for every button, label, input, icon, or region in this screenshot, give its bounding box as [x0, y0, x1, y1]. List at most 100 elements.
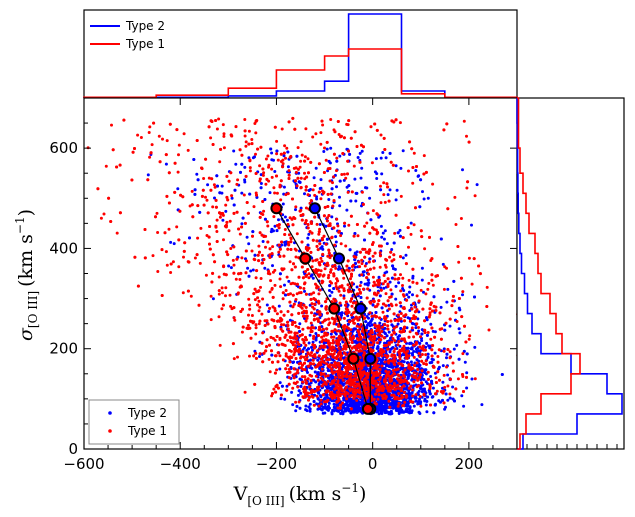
scatter-point-type1	[247, 313, 250, 317]
scatter-point-type2	[298, 377, 302, 381]
scatter-point-type2	[381, 406, 385, 410]
scatter-point-type1	[285, 275, 289, 279]
scatter-point-type2	[365, 315, 369, 318]
scatter-point-type2	[297, 389, 301, 393]
scatter-point-type2	[425, 333, 429, 337]
top-histogram: Type 2 Type 1	[83, 9, 518, 99]
scatter-point-type2	[164, 162, 168, 166]
scatter-point-type2	[188, 236, 191, 240]
scatter-point-type2	[413, 361, 417, 365]
scatter-point-type2	[423, 371, 427, 374]
scatter-point-type2	[289, 366, 293, 369]
scatter-point-type1	[224, 286, 228, 290]
scatter-point-type2	[422, 387, 426, 391]
scatter-point-type2	[277, 218, 280, 222]
scatter-point-type2	[306, 236, 310, 240]
scatter-point-type2	[470, 223, 473, 227]
scatter-point-type2	[243, 165, 247, 169]
scatter-point-type2	[351, 316, 355, 319]
scatter-point-type2	[316, 371, 320, 375]
scatter-point-type2	[379, 156, 383, 160]
scatter-point-type2	[323, 405, 327, 409]
scatter-point-type1	[228, 219, 232, 223]
scatter-point-type2	[263, 198, 267, 201]
scatter-point-type2	[323, 411, 327, 415]
scatter-point-type2	[281, 202, 285, 206]
scatter-point-type2	[310, 366, 314, 370]
scatter-point-type2	[347, 409, 351, 413]
scatter-point-type2	[243, 180, 247, 184]
scatter-point-type2	[418, 205, 422, 209]
scatter-point-type2	[296, 393, 300, 397]
scatter-point-type2	[334, 372, 338, 376]
scatter-point-type1	[310, 302, 314, 306]
scatter-point-type2	[340, 367, 344, 371]
scatter-point-type2	[390, 365, 394, 369]
scatter-point-type2	[419, 400, 423, 404]
scatter-point-type2	[249, 269, 253, 273]
scatter-point-type2	[398, 334, 401, 338]
scatter-point-type2	[263, 266, 267, 270]
scatter-point-type2	[378, 294, 382, 298]
scatter-point-type2	[356, 156, 360, 159]
scatter-point-type2	[269, 147, 273, 151]
scatter-point-type2	[338, 179, 342, 183]
scatter-point-type2	[339, 303, 343, 307]
scatter-point-type2	[230, 196, 234, 200]
scatter-point-type2	[404, 410, 408, 413]
scatter-point-type2	[327, 198, 331, 201]
scatter-point-type2	[355, 402, 359, 406]
scatter-point-type1	[360, 190, 364, 194]
scatter-point-type2	[453, 399, 456, 403]
scatter-point-type2	[420, 328, 424, 332]
scatter-point-type2	[441, 380, 445, 384]
scatter-point-type1	[366, 211, 370, 215]
scatter-point-type2	[345, 208, 349, 212]
scatter-point-type2	[309, 358, 313, 362]
scatter-point-type2	[345, 401, 349, 405]
scatter-point-type2	[399, 319, 403, 323]
scatter-point-type2	[232, 149, 236, 153]
scatter-point-type2	[473, 295, 476, 299]
scatter-point-type2	[416, 400, 420, 404]
scatter-point-type2	[407, 295, 411, 299]
scatter-point-type2	[312, 176, 316, 180]
scatter-point-type2	[172, 242, 176, 246]
scatter-point-type2	[291, 403, 295, 407]
scatter-point-type2	[422, 290, 425, 294]
scatter-point-type2	[399, 406, 403, 410]
scatter-point-type2	[315, 197, 319, 201]
scatter-point-type2	[193, 188, 197, 192]
scatter-point-type2	[258, 355, 261, 358]
scatter-point-type2	[437, 399, 441, 403]
scatter-point-type2	[387, 330, 391, 334]
scatter-point-type1	[293, 217, 297, 220]
scatter-point-type2	[280, 243, 284, 247]
scatter-point-type2	[348, 248, 352, 252]
scatter-point-type2	[392, 267, 395, 271]
scatter-point-type2	[240, 222, 244, 226]
scatter-point-type2	[313, 393, 317, 397]
scatter-point-type2	[370, 317, 374, 321]
scatter-point-type2	[446, 287, 450, 291]
scatter-point-type2	[420, 266, 424, 270]
scatter-point-type2	[317, 391, 321, 395]
scatter-point-type1	[267, 357, 271, 361]
scatter-point-type2	[411, 378, 415, 381]
scatter-point-type2	[390, 248, 394, 251]
scatter-point-type2	[314, 166, 318, 170]
scatter-point-type2	[416, 317, 420, 321]
scatter-point-type2	[332, 287, 336, 290]
scatter-point-type2	[371, 303, 375, 307]
scatter-point-type2	[241, 216, 245, 220]
scatter-point-type2	[330, 215, 334, 219]
scatter-point-type2	[394, 297, 398, 301]
scatter-point-type2	[253, 155, 256, 159]
scatter-point-type1	[258, 164, 262, 168]
scatter-point-type2	[320, 304, 324, 308]
scatter-point-type2	[263, 217, 267, 221]
scatter-point-type2	[399, 327, 403, 330]
scatter-point-type2	[382, 237, 386, 241]
scatter-point-type2	[396, 322, 400, 326]
scatter-point-type2	[431, 395, 435, 399]
